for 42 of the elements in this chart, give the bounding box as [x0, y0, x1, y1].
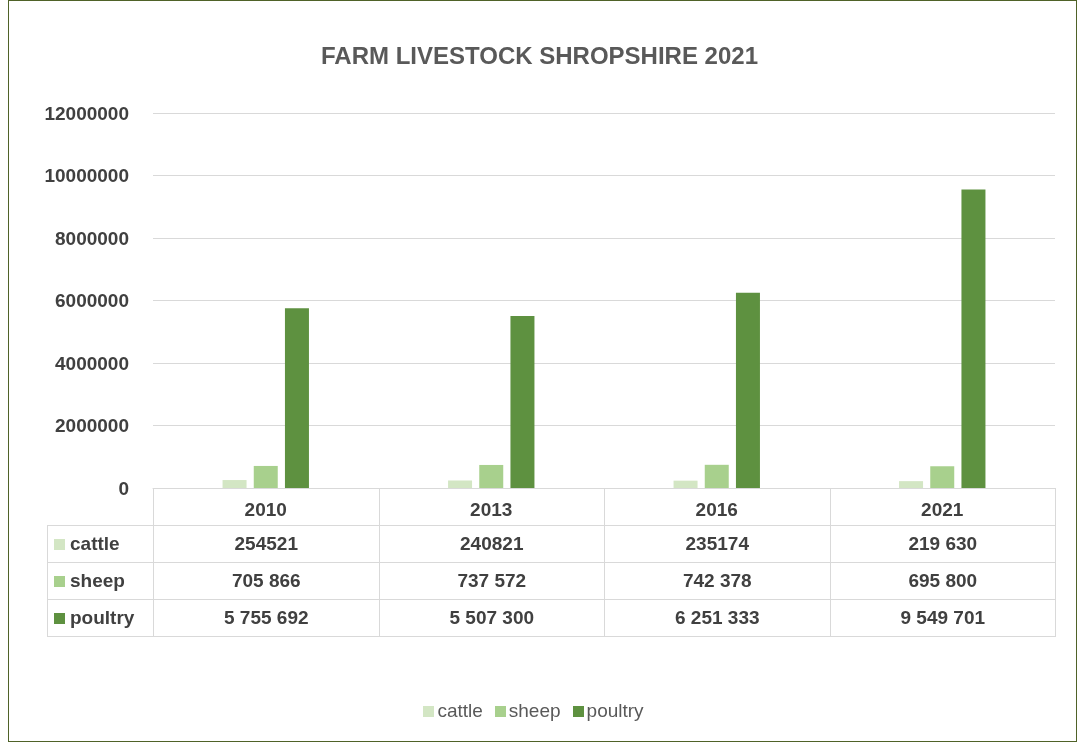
data-label: 742 378 [604, 562, 830, 600]
data-label: 240821 [379, 525, 605, 563]
data-label: 219 630 [830, 525, 1056, 563]
data-label: 6 251 333 [604, 599, 830, 637]
bar [735, 292, 760, 488]
legend-label: sheep [47, 562, 154, 600]
bar [222, 480, 247, 488]
y-tick-label: 12000000 [44, 102, 129, 124]
bar [673, 480, 698, 488]
y-tick-label: 4000000 [55, 352, 129, 374]
data-label: 9 549 701 [830, 599, 1056, 637]
bar [284, 308, 309, 488]
x-tick-label: 2013 [470, 499, 513, 520]
data-label: 235174 [604, 525, 830, 563]
x-tick-label: 2021 [921, 499, 964, 520]
data-label: 705 866 [153, 562, 379, 600]
data-label: 5 755 692 [153, 599, 379, 637]
bar [899, 481, 924, 488]
chart-title: FARM LIVESTOCK SHROPSHIRE 2021 [321, 41, 758, 69]
data-label: 5 507 300 [379, 599, 605, 637]
bar [510, 315, 535, 488]
bar [448, 480, 473, 488]
data-label: 254521 [153, 525, 379, 563]
bar [961, 189, 986, 488]
x-tick-label: 2016 [695, 499, 738, 520]
x-tick-label: 2010 [244, 499, 287, 520]
bar [253, 465, 278, 488]
legend-label: cattle [47, 525, 154, 563]
bar [704, 464, 729, 488]
text: sheep [508, 700, 561, 721]
bar [930, 466, 955, 488]
text: poultry [586, 700, 644, 721]
y-tick-label: 8000000 [55, 227, 129, 249]
y-tick-label: 0 [118, 477, 129, 499]
data-label: 695 800 [830, 562, 1056, 600]
data-label: 737 572 [379, 562, 605, 600]
y-tick-label: 6000000 [55, 290, 129, 311]
legend-label: poultry [47, 599, 154, 637]
bar [479, 464, 504, 488]
y-tick-label: 2000000 [55, 415, 129, 436]
y-tick-label: 10000000 [44, 165, 129, 186]
text: cattle [437, 700, 483, 721]
